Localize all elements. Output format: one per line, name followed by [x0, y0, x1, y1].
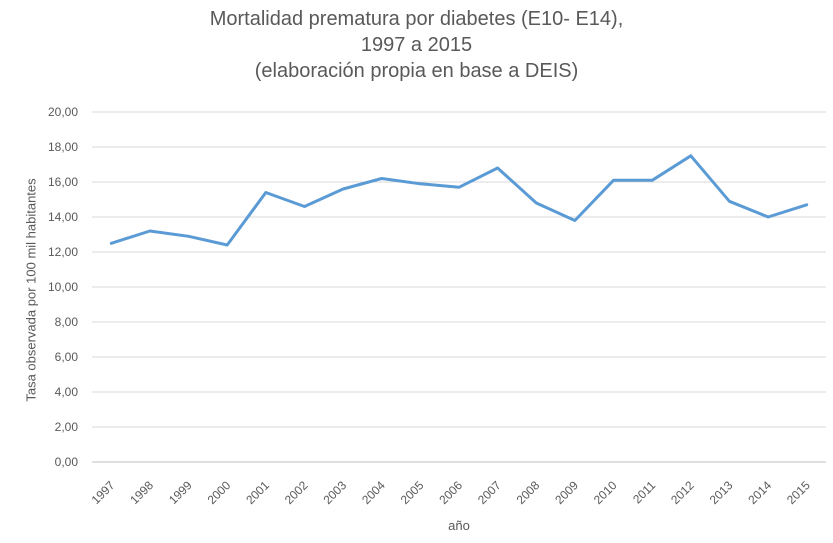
y-tick-label: 20,00 [48, 105, 78, 119]
data-point [496, 167, 499, 170]
x-tick-label: 2013 [707, 478, 736, 507]
data-point [380, 177, 383, 180]
x-tick-label: 2006 [436, 478, 465, 507]
chart-title-line-1: Mortalidad prematura por diabetes (E10- … [209, 8, 624, 30]
chart-title-line-3: (elaboración propia en base a DEIS) [254, 60, 579, 82]
x-axis-label: año [448, 518, 470, 533]
data-point [419, 182, 422, 185]
x-tick-label: 2009 [552, 478, 581, 507]
data-point [342, 188, 345, 191]
y-tick-label: 14,00 [48, 210, 78, 224]
data-point [110, 242, 113, 245]
data-point [303, 205, 306, 208]
x-tick-label: 2002 [282, 478, 311, 507]
chart-title: Mortalidad prematura por diabetes (E10- … [0, 6, 833, 84]
data-point [573, 219, 576, 222]
chart-title-line-2: 1997 a 2015 [360, 34, 473, 56]
data-point [689, 154, 692, 157]
y-tick-label: 18,00 [48, 140, 78, 154]
x-tick-label: 2003 [320, 478, 349, 507]
data-point [728, 200, 731, 203]
x-tick-label: 2011 [630, 478, 658, 506]
y-tick-label: 12,00 [48, 245, 78, 259]
x-tick-label: 2008 [514, 478, 543, 507]
x-tick-label: 2007 [475, 478, 504, 507]
y-tick-label: 16,00 [48, 175, 78, 189]
x-tick-label: 1999 [166, 478, 195, 507]
y-tick-label: 10,00 [48, 280, 78, 294]
y-tick-label: 0,00 [55, 455, 79, 469]
x-tick-label: 2000 [205, 478, 234, 507]
data-point [187, 235, 190, 238]
x-tick-label: 2012 [668, 478, 697, 507]
y-tick-label: 4,00 [55, 385, 79, 399]
data-point [535, 202, 538, 205]
y-tick-label: 2,00 [55, 420, 79, 434]
data-point [767, 216, 770, 219]
y-tick-label: 6,00 [55, 350, 79, 364]
data-point [148, 230, 151, 233]
data-point [226, 244, 229, 247]
data-point [612, 179, 615, 182]
data-point [651, 179, 654, 182]
data-point [805, 203, 808, 206]
series-line [109, 154, 809, 247]
x-tick-label: 1997 [89, 478, 118, 507]
x-tick-label: 2005 [398, 478, 427, 507]
x-tick-label: 1998 [127, 478, 156, 507]
x-tick-label: 2014 [745, 478, 774, 507]
data-point [264, 191, 267, 194]
y-axis-label: Tasa observada por 100 mil habitantes [23, 178, 39, 402]
data-point [458, 186, 461, 189]
x-tick-label: 2015 [784, 478, 813, 507]
x-tick-label: 2001 [243, 478, 272, 507]
x-tick-label: 2010 [591, 478, 620, 507]
x-tick-label: 2004 [359, 478, 388, 507]
y-tick-label: 8,00 [55, 315, 79, 329]
